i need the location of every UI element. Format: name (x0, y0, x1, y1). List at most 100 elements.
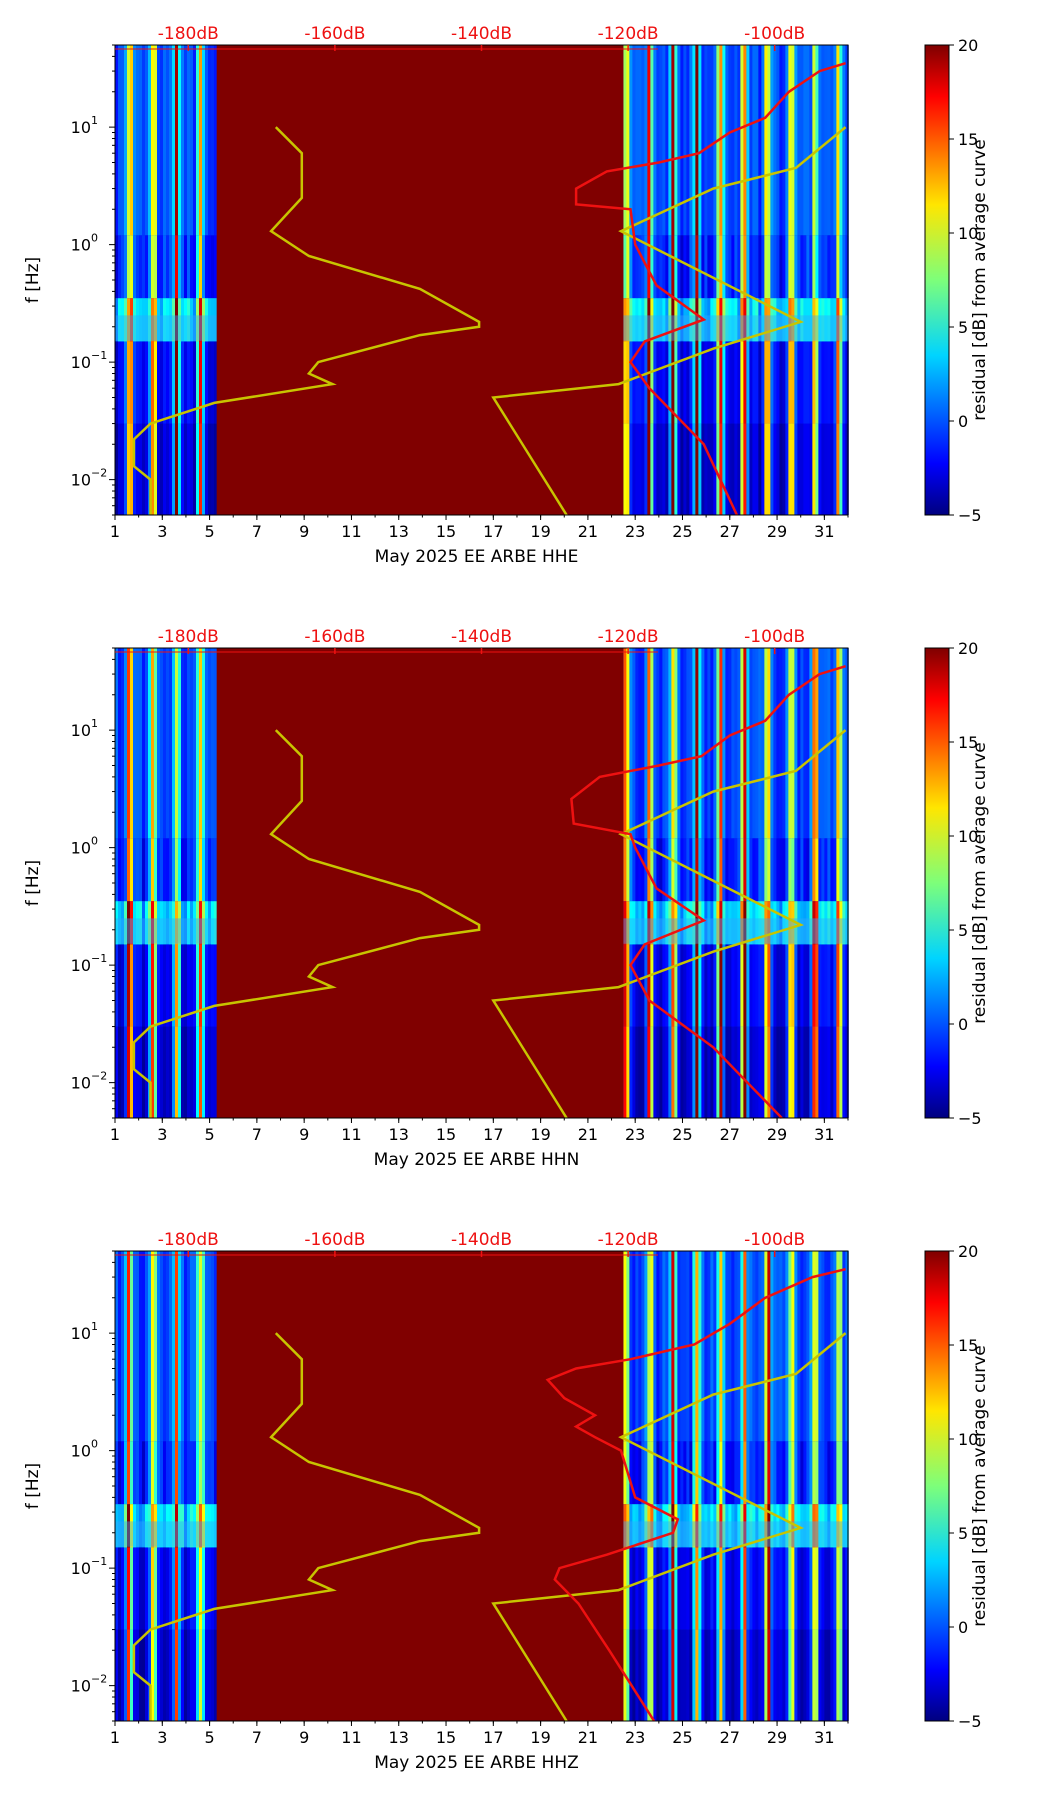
spectrogram-cell (803, 1251, 807, 1442)
spectrogram-cell (184, 648, 188, 839)
spectrogram-cell (662, 341, 666, 424)
spectrogram-cell (788, 1026, 792, 1118)
spectrogram-cell (776, 298, 780, 342)
spectrogram-cell (677, 1629, 681, 1721)
spectrogram-cell (686, 1629, 690, 1721)
spectrogram-cell (181, 423, 185, 515)
spectrogram-cell (761, 648, 765, 839)
spectrogram-cell (704, 1441, 708, 1505)
spectrogram-cell (704, 1547, 708, 1630)
spectrogram-cell (785, 341, 789, 424)
spectrogram-cell (731, 1251, 735, 1442)
spectrogram-cell (809, 1251, 813, 1442)
spectrogram-cell (755, 423, 759, 515)
spectrogram-cell (797, 838, 801, 902)
spectrogram-cell (635, 1251, 639, 1442)
spectrogram-cell (824, 1026, 828, 1118)
spectrogram-cell (629, 423, 633, 515)
x-tick-label: 3 (157, 522, 167, 541)
spectrogram-cell (695, 1547, 699, 1630)
spectrogram-cell (187, 45, 191, 236)
colorbar-tick-label: 10 (958, 1430, 978, 1449)
spectrogram-cell (764, 45, 768, 236)
spectrogram-cell (722, 1251, 726, 1442)
spectrogram-cell (776, 944, 780, 1027)
spectrogram-cell (139, 1629, 143, 1721)
spectrogram-cell (728, 838, 732, 902)
spectrogram-cell (740, 1026, 744, 1118)
spectrogram-cell (821, 341, 825, 424)
spectrogram-cell (704, 648, 708, 839)
spectrogram-cell (665, 1547, 669, 1630)
spectrogram-cell (830, 1504, 834, 1548)
spectrogram-cell (770, 1026, 774, 1118)
spectrogram-cell (151, 45, 155, 236)
spectrogram-cell (157, 298, 161, 342)
spectrogram-cell (199, 1441, 203, 1505)
spectrogram-cell (809, 944, 813, 1027)
y-axis-label: f [Hz] (23, 1463, 43, 1509)
spectrogram-cell (127, 1504, 131, 1548)
spectrogram-cell (671, 423, 675, 515)
spectrogram-cell (731, 1629, 735, 1721)
spectrogram-cell (175, 423, 179, 515)
x-tick-label: 1 (110, 1125, 120, 1144)
spectrogram-cell (743, 1547, 747, 1630)
spectrogram-cell (722, 235, 726, 299)
spectrogram-cell (211, 1629, 215, 1721)
spectrogram-cell (815, 1251, 819, 1442)
spectrogram-cell (659, 1547, 663, 1630)
top-axis-label: -180dB (158, 1230, 219, 1250)
spectrogram-cell (815, 1629, 819, 1721)
spectrogram-cell (214, 901, 218, 945)
microseism-band (623, 918, 848, 944)
spectrogram-cell (629, 1629, 633, 1721)
spectrogram-cell (641, 648, 645, 839)
spectrogram-cell (845, 1441, 849, 1505)
spectrogram-cell (755, 1251, 759, 1442)
spectrogram-cell (731, 648, 735, 839)
spectrogram-cell (707, 298, 711, 342)
spectrogram-cell (160, 1547, 164, 1630)
spectrogram-cell (743, 341, 747, 424)
spectrogram-cell (626, 298, 630, 342)
model-curve-yellow (491, 729, 847, 1119)
spectrogram-cell (127, 648, 131, 839)
spectrogram-cell (794, 838, 798, 902)
x-tick-label: 27 (720, 1728, 740, 1747)
spectrogram-cell (704, 901, 708, 945)
spectrogram-cell (761, 1504, 765, 1548)
spectrogram-cell (695, 944, 699, 1027)
spectrogram-cell (154, 298, 158, 342)
spectrogram-cell (671, 944, 675, 1027)
y-tick-exponent: −2 (91, 1070, 107, 1083)
spectrogram-cell (178, 235, 182, 299)
spectrogram-cell (818, 298, 822, 342)
spectrogram-cell (151, 235, 155, 299)
spectrogram-cell (196, 1629, 200, 1721)
spectrogram-cell (737, 45, 741, 236)
spectrogram-cell (193, 1026, 197, 1118)
spectrogram-cell (806, 901, 810, 945)
spectrogram-cell (764, 1441, 768, 1505)
spectrogram-cell (776, 1547, 780, 1630)
spectrogram-cell (761, 423, 765, 515)
spectrogram-cell (800, 838, 804, 902)
spectrogram-cell (656, 235, 660, 299)
spectrogram-cell (145, 341, 149, 424)
spectrogram-cell (824, 901, 828, 945)
spectrogram-cell (193, 1504, 197, 1548)
spectrogram-cell (761, 838, 765, 902)
spectrogram-cell (677, 1504, 681, 1548)
spectrogram-cell (794, 1629, 798, 1721)
spectrogram-cell (121, 1441, 125, 1505)
spectrogram-cell (160, 423, 164, 515)
spectrogram-cell (160, 944, 164, 1027)
spectrogram-cell (767, 1026, 771, 1118)
spectrogram-cell (118, 1251, 122, 1442)
spectrogram-cell (716, 838, 720, 902)
spectrogram-cell (707, 1629, 711, 1721)
spectrogram-cell (175, 648, 179, 839)
spectrogram-cell (632, 648, 636, 839)
